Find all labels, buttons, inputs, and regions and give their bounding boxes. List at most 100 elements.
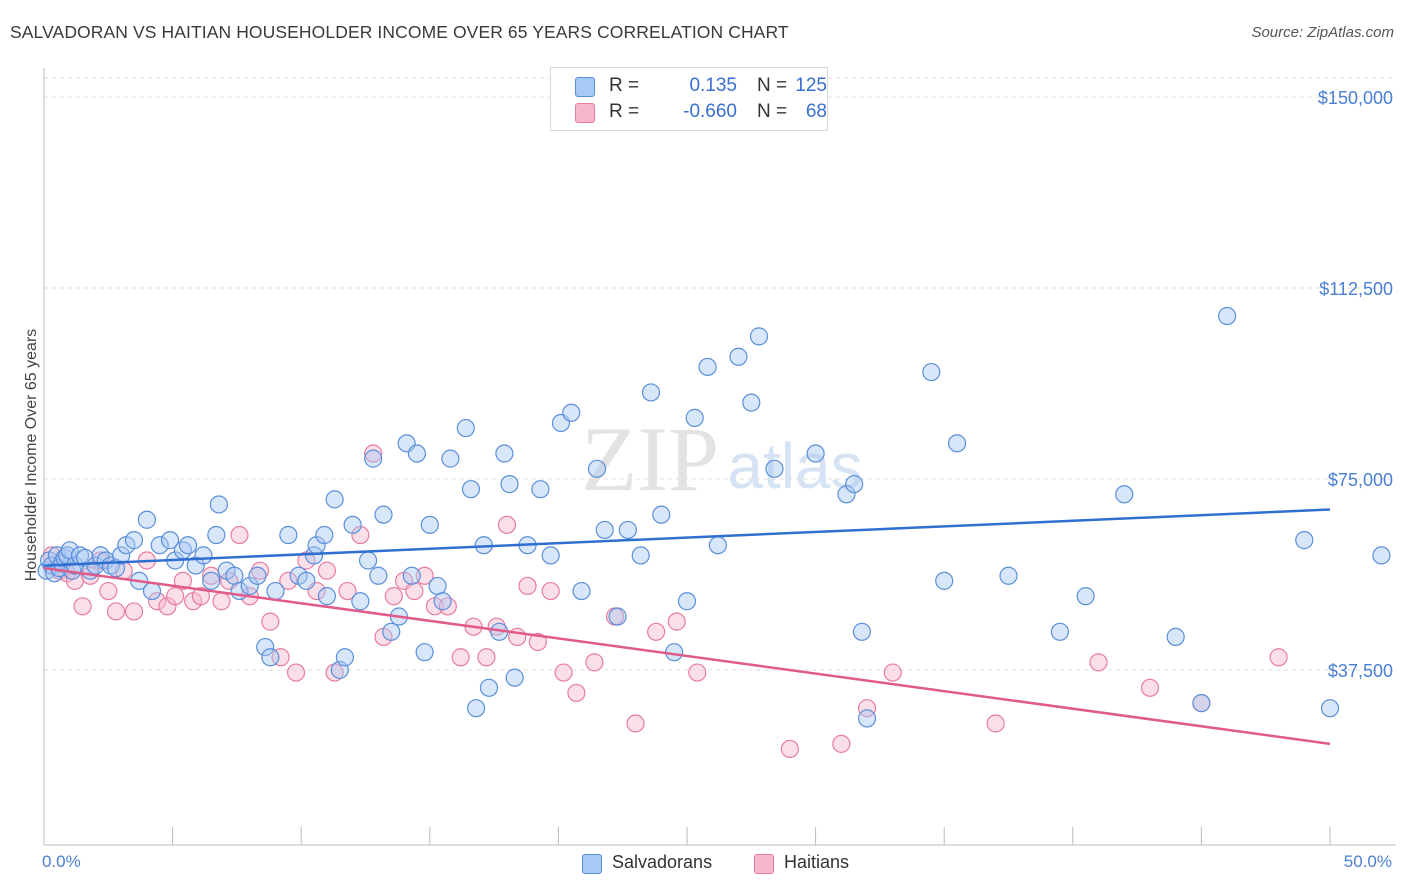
data-point: [338, 581, 357, 601]
data-point: [315, 525, 334, 545]
data-point: [1269, 648, 1288, 667]
data-point: [428, 576, 447, 596]
data-point: [230, 525, 249, 545]
data-point: [384, 587, 403, 606]
data-point: [106, 602, 126, 621]
data-point: [317, 561, 337, 580]
data-point: [631, 546, 650, 565]
data-point: [1050, 622, 1070, 641]
data-point: [1218, 306, 1237, 326]
data-point: [142, 581, 162, 601]
data-point: [1089, 653, 1108, 672]
data-point: [420, 515, 439, 534]
data-point: [1192, 694, 1211, 713]
data-point: [688, 663, 707, 682]
data-point: [935, 571, 954, 590]
data-point: [335, 648, 355, 667]
legend-swatch-blue: [575, 77, 595, 97]
data-point: [407, 444, 427, 463]
data-point: [1115, 485, 1134, 504]
data-point: [351, 592, 370, 611]
haitian-points: [42, 444, 1288, 759]
legend-n-value: 125: [795, 75, 827, 96]
y-tick-label: $75,000: [1328, 470, 1393, 490]
data-point: [857, 709, 877, 728]
data-point: [317, 587, 337, 606]
data-point: [567, 683, 586, 703]
legend-r-value: -0.660: [683, 101, 737, 122]
data-point: [173, 571, 192, 590]
data-point: [608, 607, 627, 626]
data-point: [112, 546, 131, 565]
data-point: [364, 449, 383, 468]
data-point: [641, 383, 661, 402]
axes: [43, 68, 1396, 846]
data-point: [500, 474, 519, 494]
data-point: [554, 663, 573, 682]
salvadoran-points: [37, 306, 1391, 728]
data-point: [528, 632, 547, 652]
data-point: [999, 566, 1018, 585]
data-point: [1372, 546, 1391, 565]
legend-n-label: N =: [757, 75, 788, 96]
data-point: [124, 531, 144, 550]
data-point: [780, 739, 799, 759]
data-point: [261, 648, 280, 667]
data-point: [271, 648, 290, 667]
data-point: [451, 648, 470, 667]
legend-n-value: 68: [805, 101, 827, 122]
data-point: [1166, 627, 1185, 646]
data-point: [358, 551, 378, 570]
data-point: [1320, 699, 1340, 718]
data-point: [618, 520, 637, 540]
data-point: [194, 546, 213, 565]
data-point: [857, 699, 877, 718]
data-point: [647, 622, 666, 641]
data-point: [374, 505, 393, 524]
data-point: [261, 612, 280, 631]
data-point: [852, 622, 871, 641]
data-point: [742, 393, 761, 412]
data-point: [402, 566, 421, 585]
legend-r-label: R =: [609, 75, 640, 96]
data-point: [626, 714, 645, 733]
data-point: [160, 531, 180, 550]
legend-n-label: N =: [757, 101, 788, 122]
data-point: [150, 536, 169, 555]
data-point: [186, 556, 205, 575]
data-point: [652, 505, 671, 524]
trend-lines: [43, 508, 1331, 746]
data-point: [698, 357, 717, 377]
data-point: [256, 637, 275, 657]
data-point: [708, 536, 727, 555]
data-point: [73, 597, 92, 616]
data-point: [266, 581, 285, 601]
data-point: [466, 699, 486, 718]
legend-swatch-pink: [754, 854, 774, 874]
data-point: [364, 444, 383, 463]
data-point: [286, 663, 306, 682]
data-point: [531, 480, 550, 499]
chart-title: SALVADORAN VS HAITIAN HOUSEHOLDER INCOME…: [10, 22, 789, 42]
data-point: [325, 663, 344, 682]
data-point: [845, 474, 864, 494]
data-point: [433, 592, 452, 611]
trend-line-salvadorans: [43, 508, 1331, 567]
x-tick-max: 50.0%: [1343, 852, 1392, 871]
data-point: [883, 663, 902, 682]
data-point: [585, 653, 604, 672]
y-tick-label: $112,500: [1319, 279, 1393, 299]
data-point: [137, 510, 156, 529]
data-point: [837, 485, 856, 504]
data-point: [765, 459, 784, 478]
watermark-atlas: atlas: [727, 430, 862, 502]
legend-label-haitians: Haitians: [784, 852, 850, 872]
data-point: [505, 668, 524, 687]
legend-r-value: 0.135: [689, 75, 737, 96]
data-point: [415, 643, 434, 662]
correlation-legend: R = 0.135 N = 125 R = -0.660 N = 68: [550, 67, 828, 131]
data-point: [541, 581, 560, 601]
data-point: [279, 571, 298, 590]
data-point: [477, 648, 496, 667]
data-point: [479, 678, 499, 697]
